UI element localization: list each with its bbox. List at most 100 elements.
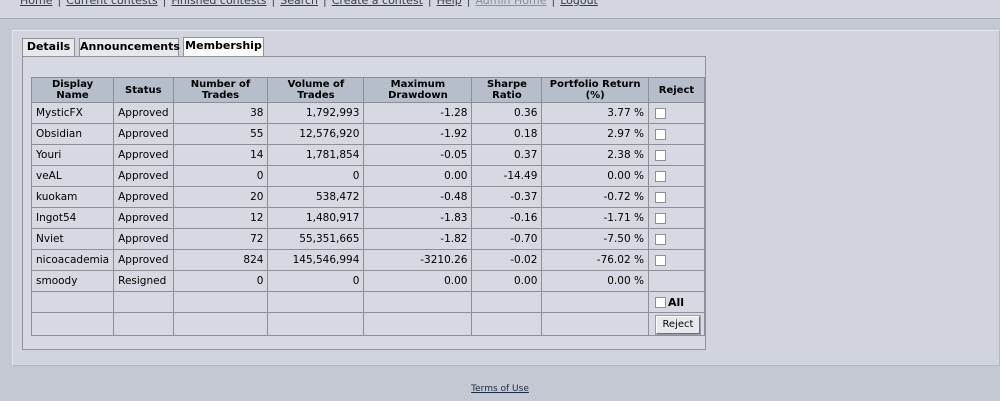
col-reject: Reject bbox=[647, 77, 706, 103]
cell-volume: 145,546,994 bbox=[267, 249, 365, 271]
cell-volume: 0 bbox=[267, 270, 365, 292]
membership-tab-content: Display Name Status Number of Trades Vol… bbox=[22, 56, 706, 350]
cell-display-name: Ingot54 bbox=[30, 207, 115, 229]
reject-checkbox[interactable] bbox=[654, 212, 666, 224]
cell-trades: 20 bbox=[172, 186, 269, 208]
cell-return: 2.97 % bbox=[541, 123, 649, 145]
nav-link-home[interactable]: Home bbox=[20, 0, 53, 7]
nav-link-finished-contests[interactable]: Finished contests bbox=[171, 0, 267, 7]
tab-announcements[interactable]: Announcements bbox=[79, 38, 180, 56]
cell-display-name: Obsidian bbox=[30, 123, 115, 145]
nav-links: Home | Current contests | Finished contests |… bbox=[20, 0, 598, 7]
empty-cell bbox=[541, 312, 649, 336]
tab-membership[interactable]: Membership bbox=[183, 37, 264, 57]
terms-of-use-link[interactable]: Terms of Use bbox=[471, 384, 529, 394]
table-row: Ingot54 Approved 12 1,480,917 -1.83 -0.16 -1.7… bbox=[30, 207, 706, 229]
cell-return: -0.72 % bbox=[541, 186, 649, 208]
cell-drawdown: -0.05 bbox=[363, 144, 473, 166]
cell-sharpe: -0.37 bbox=[471, 186, 543, 208]
reject-button[interactable]: Reject bbox=[654, 314, 701, 335]
empty-cell bbox=[113, 291, 174, 313]
cell-drawdown: -1.83 bbox=[363, 207, 473, 229]
cell-display-name: kuokam bbox=[30, 186, 115, 208]
empty-cell bbox=[30, 291, 115, 313]
cell-reject bbox=[647, 249, 706, 271]
nav-separator: | bbox=[162, 0, 167, 7]
cell-select-all: All bbox=[647, 291, 706, 313]
cell-sharpe: -0.70 bbox=[471, 228, 543, 250]
cell-reject bbox=[647, 144, 706, 166]
cell-display-name: MysticFX bbox=[30, 102, 115, 124]
table-row: veAL Approved 0 0 0.00 -14.49 0.00 % bbox=[30, 165, 706, 187]
cell-trades: 55 bbox=[172, 123, 269, 145]
nav-link-create-a-contest[interactable]: Create a contest bbox=[331, 0, 423, 7]
nav-separator: | bbox=[427, 0, 432, 7]
cell-trades: 12 bbox=[172, 207, 269, 229]
select-all-checkbox[interactable] bbox=[654, 296, 666, 308]
reject-checkbox[interactable] bbox=[654, 107, 666, 119]
cell-sharpe: 0.00 bbox=[471, 270, 543, 292]
cell-reject-button: Reject bbox=[647, 312, 706, 336]
col-maximum-drawdown: Maximum Drawdown bbox=[363, 77, 473, 103]
table-row: Nviet Approved 72 55,351,665 -1.82 -0.70 -7.50… bbox=[30, 228, 706, 250]
nav-link-current-contests[interactable]: Current contests bbox=[66, 0, 158, 7]
cell-status: Approved bbox=[113, 123, 174, 145]
table-header-row: Display Name Status Number of Trades Vol… bbox=[30, 77, 706, 103]
cell-volume: 1,781,854 bbox=[267, 144, 365, 166]
reject-checkbox[interactable] bbox=[654, 149, 666, 161]
empty-cell bbox=[541, 291, 649, 313]
table-row: nicoacademia Approved 824 145,546,994 -3210.… bbox=[30, 249, 706, 271]
cell-reject bbox=[647, 186, 706, 208]
reject-checkbox[interactable] bbox=[654, 128, 666, 140]
cell-status: Approved bbox=[113, 186, 174, 208]
empty-cell bbox=[113, 312, 174, 336]
select-all-row: All bbox=[30, 291, 706, 313]
empty-cell bbox=[363, 291, 473, 313]
cell-status: Approved bbox=[113, 228, 174, 250]
empty-cell bbox=[267, 291, 365, 313]
col-portfolio-return: Portfolio Return (%) bbox=[541, 77, 649, 103]
cell-volume: 0 bbox=[267, 165, 365, 187]
cell-return: -7.50 % bbox=[541, 228, 649, 250]
reject-checkbox[interactable] bbox=[654, 170, 666, 182]
cell-display-name: smoody bbox=[30, 270, 115, 292]
reject-checkbox[interactable] bbox=[654, 254, 666, 266]
reject-checkbox[interactable] bbox=[654, 233, 666, 245]
nav-link-help[interactable]: Help bbox=[436, 0, 462, 7]
nav-link-search[interactable]: Search bbox=[280, 0, 319, 7]
cell-sharpe: 0.36 bbox=[471, 102, 543, 124]
cell-display-name: veAL bbox=[30, 165, 115, 187]
cell-status: Approved bbox=[113, 102, 174, 124]
col-display-name: Display Name bbox=[30, 77, 115, 103]
col-number-of-trades: Number of Trades bbox=[172, 77, 269, 103]
cell-display-name: Nviet bbox=[30, 228, 115, 250]
nav-link-logout[interactable]: Logout bbox=[560, 0, 598, 7]
cell-return: 3.77 % bbox=[541, 102, 649, 124]
cell-return: 2.38 % bbox=[541, 144, 649, 166]
reject-checkbox[interactable] bbox=[654, 191, 666, 203]
cell-sharpe: 0.18 bbox=[471, 123, 543, 145]
top-nav-bar: Home | Current contests | Finished contests |… bbox=[0, 0, 1000, 19]
empty-cell bbox=[471, 291, 543, 313]
cell-reject bbox=[647, 228, 706, 250]
empty-cell bbox=[172, 291, 269, 313]
cell-drawdown: -0.48 bbox=[363, 186, 473, 208]
nav-separator: | bbox=[551, 0, 556, 7]
empty-cell bbox=[267, 312, 365, 336]
nav-separator: | bbox=[57, 0, 62, 7]
cell-trades: 0 bbox=[172, 270, 269, 292]
tab-details[interactable]: Details bbox=[22, 38, 75, 56]
cell-drawdown: -1.82 bbox=[363, 228, 473, 250]
cell-drawdown: 0.00 bbox=[363, 270, 473, 292]
cell-drawdown: 0.00 bbox=[363, 165, 473, 187]
cell-status: Approved bbox=[113, 249, 174, 271]
nav-separator: | bbox=[466, 0, 471, 7]
cell-drawdown: -1.92 bbox=[363, 123, 473, 145]
table-row: Youri Approved 14 1,781,854 -0.05 0.37 2.38 % bbox=[30, 144, 706, 166]
cell-status: Resigned bbox=[113, 270, 174, 292]
cell-sharpe: -14.49 bbox=[471, 165, 543, 187]
cell-volume: 55,351,665 bbox=[267, 228, 365, 250]
empty-cell bbox=[363, 312, 473, 336]
cell-display-name: Youri bbox=[30, 144, 115, 166]
table-row: kuokam Approved 20 538,472 -0.48 -0.37 -0.72 % bbox=[30, 186, 706, 208]
